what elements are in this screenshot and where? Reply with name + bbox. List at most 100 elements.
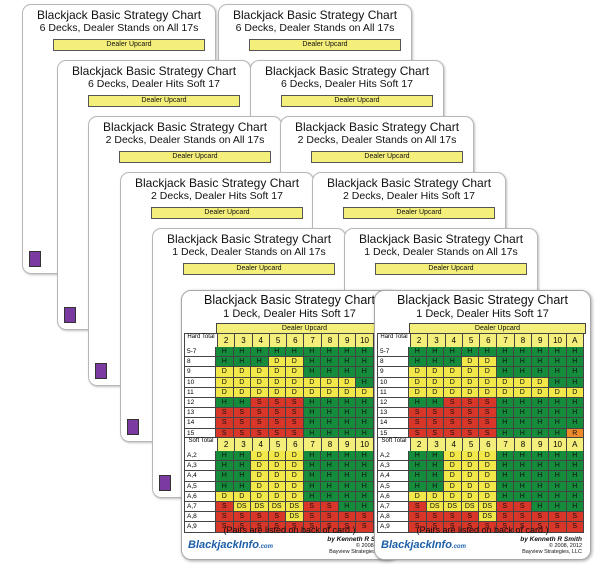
strategy-cell: H xyxy=(531,418,549,429)
upcard-column: 10 xyxy=(549,437,567,452)
strategy-cell: H xyxy=(338,481,356,492)
strategy-cell: D xyxy=(426,387,444,398)
strategy-cell: H xyxy=(356,357,374,368)
strategy-cell: S xyxy=(216,408,234,419)
strategy-cell: H xyxy=(216,347,234,358)
card-subtitle: 1 Deck, Dealer Stands on All 17s xyxy=(172,246,326,258)
strategy-cell: S xyxy=(496,522,514,533)
dealer-upcard-bar: Dealer Upcard xyxy=(343,207,495,219)
strategy-cell: H xyxy=(514,451,532,462)
strategy-cell: H xyxy=(514,397,532,409)
strategy-cell: H xyxy=(549,397,567,409)
upcard-column: 7 xyxy=(497,333,515,348)
strategy-cell: D xyxy=(356,387,374,398)
row-label: 12 xyxy=(184,397,216,409)
strategy-cell: D xyxy=(286,367,304,378)
strategy-cell: D xyxy=(286,451,304,462)
upcard-column: 10 xyxy=(356,333,374,348)
card-subtitle: 1 Deck, Dealer Hits Soft 17 xyxy=(416,308,549,320)
author: by Kenneth R Smith xyxy=(327,536,389,543)
strategy-cell: H xyxy=(496,397,514,409)
row-label: 5-7 xyxy=(184,347,216,358)
card-title: Blackjack Basic Strategy Chart xyxy=(36,8,202,22)
strategy-cell: H xyxy=(549,471,567,482)
row-label: 8 xyxy=(377,357,409,368)
strategy-cell: D xyxy=(461,387,479,398)
row-label: A,9 xyxy=(377,522,409,533)
strategy-cell: D xyxy=(251,377,269,388)
strategy-cell: H xyxy=(356,471,374,482)
dealer-upcard-bar: Dealer Upcard xyxy=(119,151,271,163)
brand-logo: BlackjackInfo.com xyxy=(188,539,273,551)
strategy-cell: H xyxy=(356,397,374,409)
strategy-cell: S xyxy=(251,512,269,523)
strategy-card-front: Blackjack Basic Strategy Chart 1 Deck, De… xyxy=(374,290,591,560)
strategy-cell: S xyxy=(268,522,286,533)
strategy-cell: H xyxy=(303,347,321,358)
strategy-cell: H xyxy=(531,461,549,472)
strategy-cell: H xyxy=(566,357,584,368)
strategy-cell: DS xyxy=(286,501,304,513)
strategy-cell: D xyxy=(444,491,462,502)
strategy-cell: D xyxy=(444,481,462,492)
upcard-column: A xyxy=(566,333,584,348)
row-label: A,9 xyxy=(184,522,216,533)
strategy-cell: D xyxy=(461,471,479,482)
strategy-cell: D xyxy=(303,387,321,398)
strategy-cell: H xyxy=(461,347,479,358)
strategy-cell: H xyxy=(338,471,356,482)
strategy-cell: D xyxy=(531,377,549,388)
strategy-cell: DS xyxy=(444,501,462,513)
upcard-column: 2 xyxy=(411,333,429,348)
strategy-cell: H xyxy=(216,461,234,472)
card-subtitle: 1 Deck, Dealer Stands on All 17s xyxy=(364,246,518,258)
dealer-upcard-bar: Dealer Upcard xyxy=(183,263,335,275)
strategy-cell: H xyxy=(268,347,286,358)
upcard-column: 8 xyxy=(321,333,340,348)
strategy-cell: H xyxy=(566,501,584,513)
card-title: Blackjack Basic Strategy Chart xyxy=(134,176,300,190)
strategy-cell: S xyxy=(409,522,427,533)
strategy-cell: H xyxy=(496,367,514,378)
strategy-cell: H xyxy=(338,501,356,513)
row-label: A,4 xyxy=(184,471,216,482)
strategy-cell: H xyxy=(514,461,532,472)
strategy-cell: DS xyxy=(233,501,251,513)
strategy-cell: S xyxy=(233,522,251,533)
strategy-cell: DS xyxy=(268,501,286,513)
upcard-column: 3 xyxy=(235,437,253,452)
card-subtitle: 1 Deck, Dealer Hits Soft 17 xyxy=(223,308,356,320)
strategy-cell: S xyxy=(268,418,286,429)
upcard-column: 9 xyxy=(339,437,357,452)
strategy-cell: D xyxy=(549,387,567,398)
card-title: Blackjack Basic Strategy Chart xyxy=(102,120,268,134)
upcard-column: 2 xyxy=(218,437,236,452)
strategy-cell: S xyxy=(444,397,462,409)
strategy-cell: H xyxy=(303,481,321,492)
strategy-cell: S xyxy=(356,512,374,523)
strategy-cell: H xyxy=(531,367,549,378)
strategy-cell: H xyxy=(338,367,356,378)
strategy-cell: S xyxy=(321,522,339,533)
strategy-cell: D xyxy=(514,377,532,388)
strategy-cell: H xyxy=(356,377,374,388)
strategy-cell: H xyxy=(338,347,356,358)
strategy-cell: D xyxy=(479,357,497,368)
strategy-cell: H xyxy=(233,397,251,409)
strategy-cell: H xyxy=(356,408,374,419)
strategy-cell: S xyxy=(303,501,321,513)
strategy-cell: D xyxy=(233,387,251,398)
strategy-cell: D xyxy=(426,377,444,388)
row-label: A,6 xyxy=(184,491,216,502)
strategy-cell: H xyxy=(216,481,234,492)
strategy-cell: DS xyxy=(251,501,269,513)
strategy-cell: D xyxy=(216,387,234,398)
strategy-card-front: Blackjack Basic Strategy Chart 1 Deck, De… xyxy=(181,290,398,560)
strategy-cell: D xyxy=(216,491,234,502)
upcard-column: 6 xyxy=(480,333,498,348)
strategy-cell: H xyxy=(409,461,427,472)
credit-block: by Kenneth R Smith © 2008, 2012 Bayview St… xyxy=(327,536,389,555)
strategy-cell: H xyxy=(338,357,356,368)
